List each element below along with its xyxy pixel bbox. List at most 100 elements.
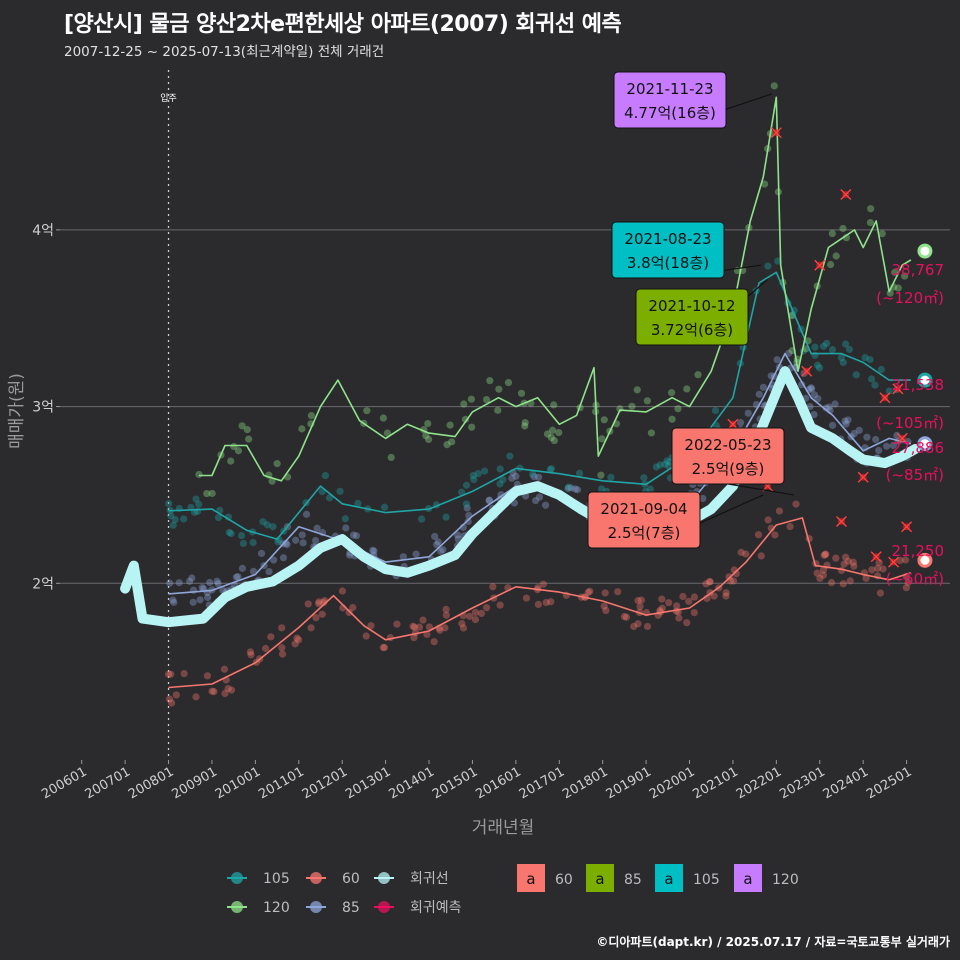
scatter-point [771, 531, 779, 539]
scatter-point [367, 622, 375, 630]
x-tick-label: 202301 [777, 764, 827, 802]
scatter-point [868, 566, 876, 574]
scatter-point [307, 624, 315, 632]
scatter-point [442, 605, 450, 613]
scatter-point [826, 260, 835, 269]
legend-box [586, 864, 614, 892]
scatter-point [877, 365, 885, 374]
scatter-point [774, 257, 782, 265]
legend-box-glyph: a [595, 870, 604, 888]
scatter-point [827, 578, 836, 587]
scatter-point [424, 419, 432, 428]
scatter-point [896, 556, 904, 565]
scatter-point [711, 407, 720, 415]
scatter-point [737, 548, 745, 557]
scatter-point [195, 470, 203, 479]
end-area-label: (~60㎡) [886, 570, 944, 588]
scatter-point [573, 486, 582, 494]
scatter-point [175, 579, 183, 587]
scatter-point [652, 463, 661, 471]
scatter-point [496, 601, 504, 609]
scatter-point [204, 593, 212, 602]
scatter-point [663, 457, 671, 465]
scatter-point [517, 389, 526, 397]
scatter-point [844, 416, 852, 424]
x-tick-label: 200801 [126, 764, 176, 802]
scatter-point [409, 622, 417, 630]
scatter-point [189, 598, 197, 606]
scatter-point [459, 624, 468, 632]
forecast-cross [870, 551, 882, 563]
scatter-point [755, 390, 763, 398]
scatter-point [462, 500, 471, 508]
scatter-point [539, 580, 548, 588]
scatter-point [614, 588, 622, 596]
scatter-point [458, 488, 466, 496]
scatter-point [874, 564, 882, 572]
end-area-label: (~120㎡) [876, 289, 944, 307]
scatter-point [506, 452, 514, 460]
x-tick-label: 200701 [83, 764, 133, 802]
legend-box [517, 864, 545, 892]
scatter-point [188, 574, 196, 582]
scatter-point [439, 546, 447, 554]
scatter-point [463, 504, 471, 512]
scatter-point [461, 415, 470, 423]
scatter-point [673, 602, 681, 610]
legend-box-glyph: a [743, 870, 752, 888]
scatter-point [548, 426, 557, 434]
scatter-point [770, 82, 778, 90]
scatter-point [822, 404, 830, 412]
scatter-point [443, 441, 451, 449]
scatter-point [867, 205, 875, 213]
scatter-point [706, 578, 714, 586]
scatter-point [338, 587, 347, 595]
scatter-point [658, 595, 666, 603]
scatter-point [754, 531, 763, 539]
scatter-point [442, 611, 450, 619]
scatter-point [571, 485, 579, 493]
scatter-point [842, 420, 850, 428]
scatter-point [239, 539, 248, 548]
scatter-point [547, 433, 555, 442]
scatter-point [831, 400, 839, 408]
scatter-point [180, 669, 188, 678]
forecast-cross [840, 189, 852, 201]
callout-date: 2021-08-23 [624, 230, 711, 248]
scatter-point [543, 430, 552, 438]
scatter-point [786, 522, 794, 531]
scatter-point [470, 475, 478, 484]
scatter-point [307, 411, 315, 420]
scatter-point [535, 493, 544, 501]
scatter-point [379, 643, 387, 652]
scatter-point [171, 516, 179, 524]
scatter-point [172, 691, 180, 699]
scatter-point [469, 471, 477, 480]
scatter-point [729, 577, 738, 585]
scatter-point [607, 473, 615, 481]
scatter-point [433, 541, 441, 549]
scatter-point [832, 252, 840, 260]
scatter-point [485, 496, 493, 504]
scatter-point [821, 550, 829, 559]
scatter-point [893, 431, 901, 440]
scatter-point [474, 470, 482, 478]
scatter-point [622, 613, 631, 621]
scatter-point [349, 531, 358, 539]
scatter-point [699, 494, 707, 503]
scatter-point [336, 487, 344, 495]
scatter-point [321, 471, 329, 480]
legend-box [734, 864, 762, 892]
scatter-point [849, 558, 857, 566]
x-tick-label: 201901 [604, 764, 654, 802]
scatter-point [410, 623, 419, 631]
scatter-point [855, 426, 863, 434]
scatter-point [816, 574, 824, 583]
scatter-point [668, 389, 676, 397]
scatter-point [279, 554, 288, 562]
scatter-point [312, 614, 320, 622]
scatter-point [464, 517, 472, 526]
scatter-point [690, 593, 699, 601]
end-area-label: (~85㎡) [886, 466, 944, 484]
scatter-point [806, 402, 814, 411]
